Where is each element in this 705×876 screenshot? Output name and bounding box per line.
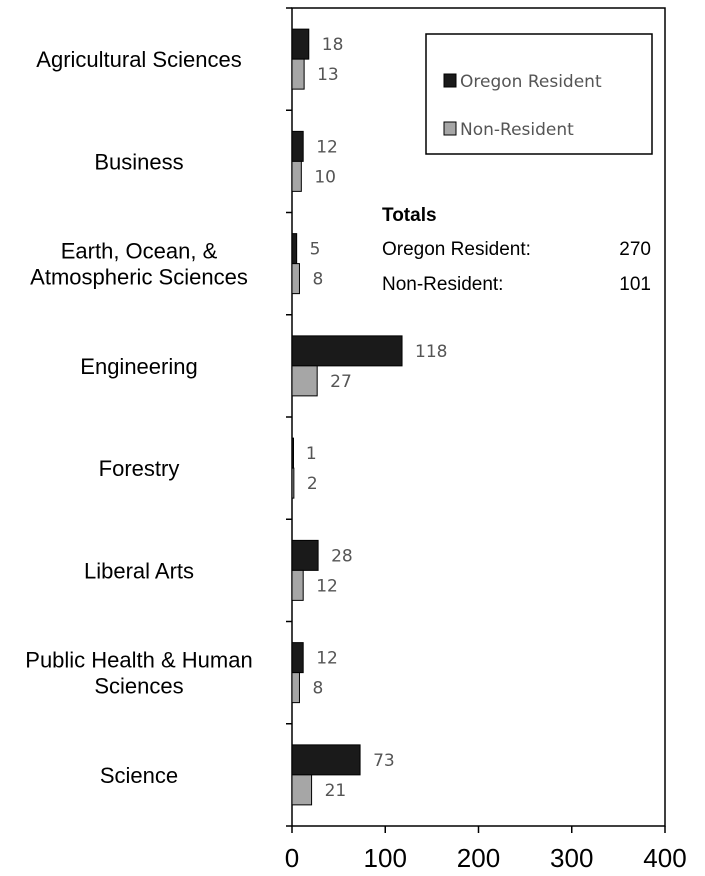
bar-non-resident-science — [291, 774, 313, 806]
bar-non-resident-agricultural-sciences — [291, 58, 305, 90]
data-label-non-resident-agricultural-sciences: 13 — [317, 65, 339, 85]
category-labels-group: Agricultural Sciences Business Earth, Ocea… — [25, 47, 252, 788]
category-label-line: Sciences — [94, 674, 183, 699]
category-label-science: Science — [100, 763, 178, 788]
x-tick-label-0: 0 — [285, 843, 299, 873]
bar-oregon-resident-engineering — [291, 335, 403, 367]
data-label-oregon-resident-business: 12 — [316, 137, 338, 157]
data-label-oregon-resident-agricultural-sciences: 18 — [322, 35, 344, 55]
category-label-earth-ocean-atmospheric-sciences: Earth, Ocean, & Atmospheric Sciences — [30, 239, 248, 290]
category-label-line: Forestry — [99, 456, 180, 481]
data-label-oregon-resident-liberal-arts: 28 — [331, 546, 353, 566]
legend-label-non-resident: Non-Resident — [460, 120, 574, 140]
data-label-non-resident-earth-ocean-atmospheric-sciences: 8 — [312, 270, 323, 290]
category-label-line: Business — [94, 149, 183, 174]
category-label-line: Liberal Arts — [84, 558, 194, 583]
totals-value-oregon-resident: 270 — [619, 239, 651, 260]
category-label-engineering: Engineering — [80, 354, 197, 379]
totals-box: Totals Oregon Resident: 270 Non-Resident… — [382, 205, 651, 295]
bar-non-resident-engineering — [291, 365, 318, 397]
bar-non-resident-public-health-human-sciences — [291, 672, 300, 704]
data-label-non-resident-liberal-arts: 12 — [316, 576, 338, 596]
totals-title: Totals — [382, 205, 437, 226]
category-label-line: Atmospheric Sciences — [30, 265, 248, 290]
data-label-non-resident-science: 21 — [325, 781, 347, 801]
data-label-non-resident-business: 10 — [314, 167, 336, 187]
category-label-public-health-human-sciences: Public Health & Human Sciences — [25, 648, 252, 699]
totals-label-oregon-resident: Oregon Resident: — [382, 239, 531, 260]
category-label-liberal-arts: Liberal Arts — [84, 558, 194, 583]
axes-group: 0 100 200 300 400 — [285, 7, 687, 873]
bar-non-resident-earth-ocean-atmospheric-sciences — [291, 263, 300, 295]
bar-non-resident-liberal-arts — [291, 569, 304, 601]
data-label-oregon-resident-science: 73 — [373, 751, 395, 771]
legend-label-oregon-resident: Oregon Resident — [460, 72, 602, 92]
bar-non-resident-forestry — [291, 467, 295, 499]
bar-oregon-resident-public-health-human-sciences — [291, 642, 304, 674]
totals-value-non-resident: 101 — [619, 274, 651, 295]
data-label-oregon-resident-engineering: 118 — [415, 342, 447, 362]
data-label-non-resident-forestry: 2 — [307, 474, 318, 494]
bar-oregon-resident-liberal-arts — [291, 539, 319, 571]
category-label-line: Public Health & Human — [25, 648, 252, 673]
bar-oregon-resident-forestry — [291, 437, 294, 469]
x-tick-label-200: 200 — [457, 843, 500, 873]
category-label-line: Engineering — [80, 354, 197, 379]
bar-oregon-resident-business — [291, 130, 304, 162]
legend-swatch-non-resident — [443, 121, 457, 136]
bar-oregon-resident-earth-ocean-atmospheric-sciences — [291, 233, 298, 265]
data-label-oregon-resident-public-health-human-sciences: 12 — [316, 649, 338, 669]
bar-oregon-resident-agricultural-sciences — [291, 28, 310, 60]
data-label-oregon-resident-earth-ocean-atmospheric-sciences: 5 — [310, 240, 321, 260]
data-label-non-resident-engineering: 27 — [330, 372, 352, 392]
legend-box — [425, 33, 653, 155]
x-tick-label-300: 300 — [550, 843, 593, 873]
legend: Oregon Resident Non-Resident — [425, 33, 653, 155]
category-label-forestry: Forestry — [99, 456, 180, 481]
x-tick-label-100: 100 — [364, 843, 407, 873]
bar-oregon-resident-science — [291, 744, 361, 776]
legend-swatch-oregon-resident — [443, 73, 457, 88]
category-label-line: Science — [100, 763, 178, 788]
category-label-line: Earth, Ocean, & — [61, 239, 218, 264]
x-tick-label-400: 400 — [643, 843, 686, 873]
data-label-oregon-resident-forestry: 1 — [306, 444, 317, 464]
bar-non-resident-business — [291, 160, 302, 192]
totals-label-non-resident: Non-Resident: — [382, 274, 503, 295]
category-label-business: Business — [94, 149, 183, 174]
data-label-non-resident-public-health-human-sciences: 8 — [312, 679, 323, 699]
category-label-agricultural-sciences: Agricultural Sciences — [36, 47, 241, 72]
category-label-line: Agricultural Sciences — [36, 47, 241, 72]
